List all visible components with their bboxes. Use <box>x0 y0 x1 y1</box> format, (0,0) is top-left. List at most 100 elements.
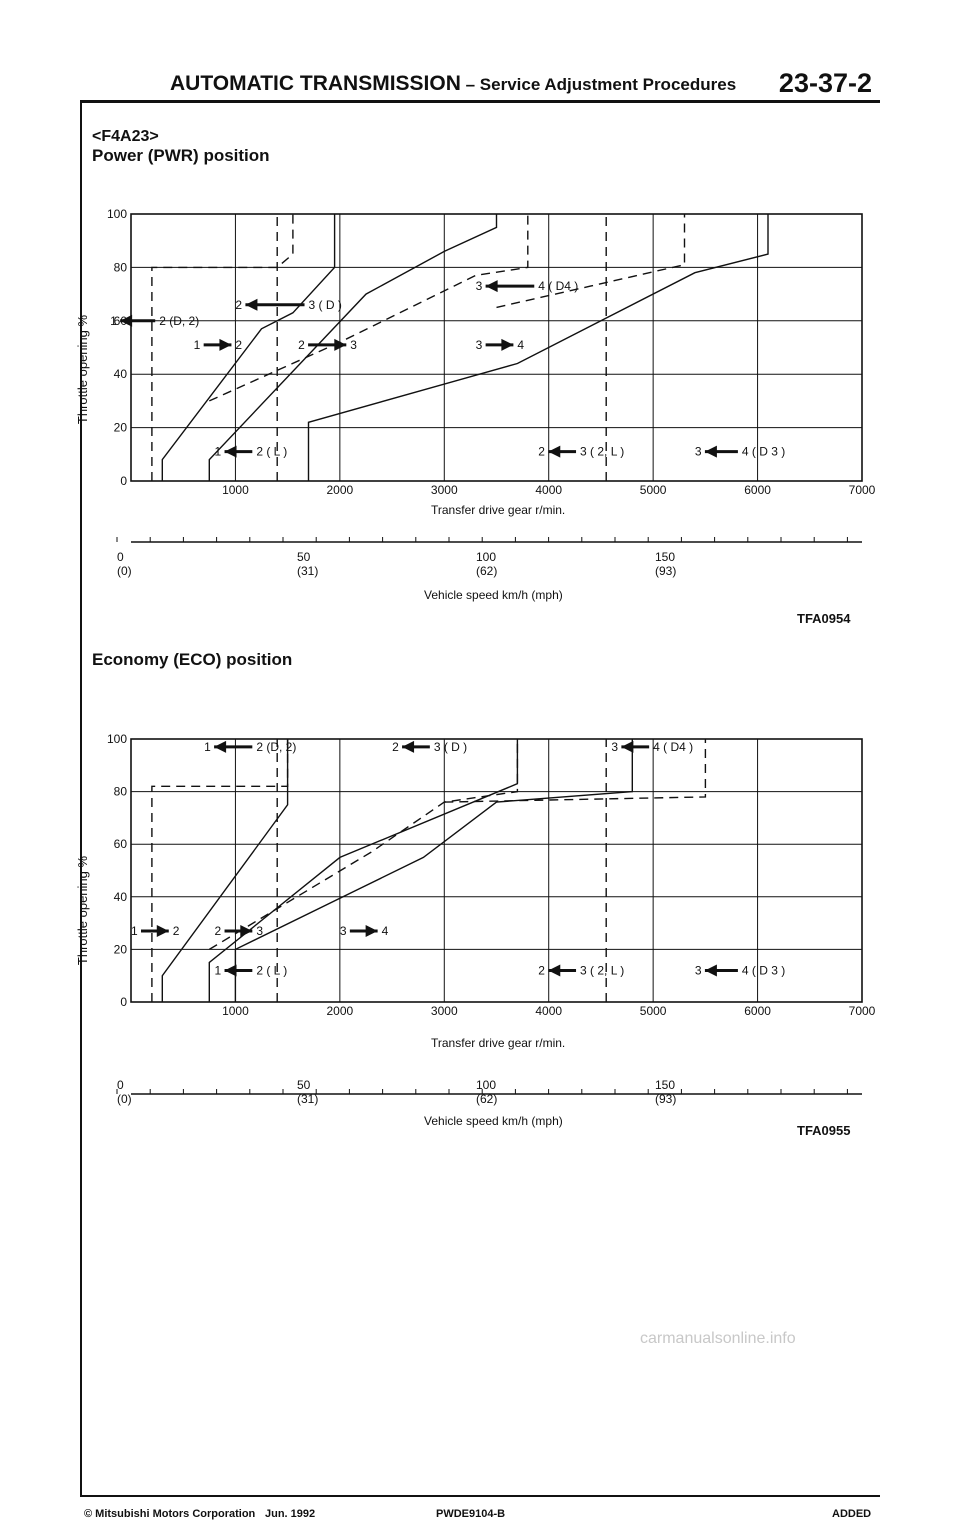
chart1-shift-arrow-head <box>334 338 347 351</box>
chart1-y-tick-label: 40 <box>114 367 128 381</box>
chart2-shift-label: 2 ( L ) <box>256 963 287 977</box>
model-tag: <F4A23> <box>92 128 159 145</box>
chart2-x-tick-label: 5000 <box>640 1004 667 1018</box>
chart1-shift-from-gear: 1 <box>194 338 201 352</box>
chart1-y-tick-label: 100 <box>107 207 127 221</box>
chart1-shift-label: 2 ( L ) <box>256 445 287 459</box>
chart2-shift-line <box>444 739 707 803</box>
chart1-speed-mph-label: (62) <box>476 564 497 578</box>
chart1-x-tick-label: 4000 <box>535 483 562 497</box>
chart1-shift-from-gear: 3 <box>476 279 483 293</box>
chart2-title: Economy (ECO) position <box>92 650 293 669</box>
chart1-shift-from-gear: 3 <box>695 445 702 459</box>
chart1-shift-line <box>161 214 336 481</box>
chart2-shift-from-gear: 3 <box>695 963 702 977</box>
chart1-shift-from-gear: 2 <box>538 445 545 459</box>
chart2-shift-arrow-head <box>402 740 415 753</box>
chart2-speed-mph-label: (31) <box>297 1092 318 1106</box>
chart2-speed-kmh-label: 150 <box>655 1078 675 1092</box>
chart1-shift-arrow-head <box>120 314 133 327</box>
chart2-shift-label: 4 <box>382 924 389 938</box>
chart2-shift-arrow-head <box>156 924 169 937</box>
chart2-speed-mph-label: (62) <box>476 1092 497 1106</box>
page-number: 23-37-2 <box>778 68 872 98</box>
chart1-shift-arrow-head <box>245 298 258 311</box>
chart2-plot-frame <box>130 738 863 1003</box>
chart2-shift-label: 2 (D, 2) <box>256 740 296 754</box>
chart1-shift-from-gear: 1 <box>110 314 117 328</box>
chart2-x-tick-label: 6000 <box>744 1004 771 1018</box>
chart1-shift-arrow-head <box>219 338 232 351</box>
chart1-shift-label: 4 ( D 3 ) <box>742 445 785 459</box>
chart1-shift-from-gear: 1 <box>215 445 222 459</box>
chart1-x-tick-label: 5000 <box>640 483 667 497</box>
chart1-shift-arrow-head <box>548 445 561 458</box>
chart2-x-tick-label: 4000 <box>535 1004 562 1018</box>
chart2-x-tick-label: 1000 <box>222 1004 249 1018</box>
footer-date: Jun. 1992 <box>265 1508 316 1520</box>
chart1-shift-label: 2 (D, 2) <box>159 314 199 328</box>
chart2-x-tick-label: 7000 <box>849 1004 876 1018</box>
chart2-y-tick-label: 0 <box>120 995 127 1009</box>
chart1-x-tick-label: 1000 <box>222 483 249 497</box>
header-title-main: AUTOMATIC TRANSMISSION <box>170 72 461 95</box>
chart1-shift-arrow-head <box>501 338 514 351</box>
chart2-shift-from-gear: 1 <box>215 963 222 977</box>
chart1-shift-line <box>307 214 769 481</box>
chart2-shift-arrow-head <box>224 964 237 977</box>
chart1-x-tick-label: 6000 <box>744 483 771 497</box>
chart1-shift-label: 3 ( 2, L ) <box>580 445 624 459</box>
chart2-y-tick-label: 20 <box>114 942 128 956</box>
chart2-shift-from-gear: 2 <box>215 924 222 938</box>
chart2-y-tick-label: 60 <box>114 837 128 851</box>
watermark-text: carmanualsonline.info <box>640 1330 796 1347</box>
chart2-shift-arrow-head <box>548 964 561 977</box>
chart2-shift-label: 3 <box>256 924 263 938</box>
header-title-sub: – Service Adjustment Procedures <box>460 75 737 94</box>
chart1-speed-kmh-label: 50 <box>297 550 311 564</box>
chart2-x-tick-label: 3000 <box>431 1004 458 1018</box>
footer-copyright: © Mitsubishi Motors Corporation <box>84 1508 256 1520</box>
chart2-speed-label: Vehicle speed km/h (mph) <box>424 1114 563 1128</box>
chart2-shift-from-gear: 1 <box>131 924 138 938</box>
chart2-shift-label: 2 <box>173 924 180 938</box>
chart1-y-tick-label: 80 <box>114 260 128 274</box>
chart1-x-tick-label: 7000 <box>849 483 876 497</box>
chart2-speed-kmh-label: 0 <box>117 1078 124 1092</box>
chart2-shift-from-gear: 1 <box>204 740 211 754</box>
chart1-speed-kmh-label: 100 <box>476 550 496 564</box>
chart2-shift-from-gear: 2 <box>538 963 545 977</box>
chart2-speed-mph-label: (93) <box>655 1092 676 1106</box>
chart2-speed-kmh-label: 50 <box>297 1078 311 1092</box>
chart1-shift-arrow-head <box>224 445 237 458</box>
chart1-speed-mph-label: (93) <box>655 564 676 578</box>
chart1-shift-line <box>209 214 529 402</box>
chart1-title: Power (PWR) position <box>92 146 270 165</box>
chart1-y-tick-label: 20 <box>114 421 128 435</box>
chart1-figure-code: TFA0954 <box>797 611 851 626</box>
chart2-figure-code: TFA0955 <box>797 1123 851 1138</box>
chart1-shift-line <box>208 214 498 481</box>
chart1-shift-line <box>496 214 686 309</box>
chart2-shift-line <box>151 739 289 1002</box>
chart2-shift-label: 4 ( D4 ) <box>653 740 693 754</box>
shift-pattern-charts: 0204060801001000200030004000500060007000… <box>107 207 876 1106</box>
chart2-y-tick-label: 40 <box>114 890 128 904</box>
left-margin-rule <box>80 103 82 1496</box>
chart2-shift-label: 3 ( D ) <box>434 740 467 754</box>
chart2-shift-arrow-head <box>240 924 253 937</box>
chart2-y-tick-label: 80 <box>114 785 128 799</box>
chart2-shift-line <box>208 739 519 1002</box>
chart1-shift-label: 2 <box>235 338 242 352</box>
chart1-shift-label: 3 ( D ) <box>309 298 342 312</box>
chart2-shift-line <box>234 739 633 1002</box>
chart2-speed-kmh-label: 100 <box>476 1078 496 1092</box>
chart1-speed-kmh-label: 0 <box>117 550 124 564</box>
header-rule <box>80 100 880 103</box>
chart1-x-tick-label: 2000 <box>327 483 354 497</box>
chart2-speed-mph-label: (0) <box>117 1092 132 1106</box>
chart1-speed-label: Vehicle speed km/h (mph) <box>424 588 563 602</box>
chart1-shift-from-gear: 3 <box>476 338 483 352</box>
chart2-shift-arrow-head <box>365 924 378 937</box>
chart2-xlabel: Transfer drive gear r/min. <box>431 1036 566 1050</box>
